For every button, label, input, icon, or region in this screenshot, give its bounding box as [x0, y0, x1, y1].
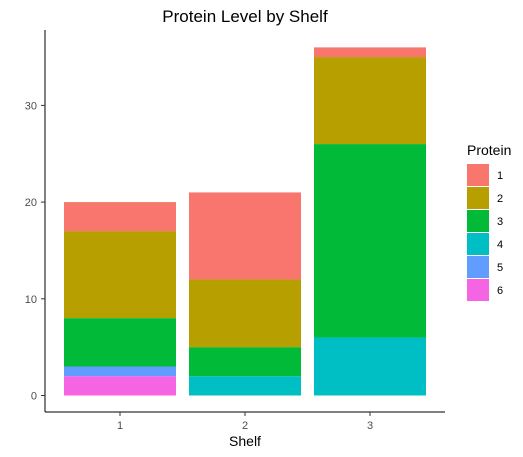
legend-label-1: 1: [497, 170, 503, 182]
x-tick-label: 1: [117, 420, 123, 432]
legend-label-2: 2: [497, 193, 503, 205]
bar-shelf-1-protein-5: [64, 366, 176, 377]
legend-swatch-5: [467, 256, 489, 278]
bar-shelf-1-protein-6: [64, 376, 176, 396]
legend-swatch-3: [467, 210, 489, 232]
y-ticks: 0 10 20 30: [25, 100, 45, 403]
y-tick-label: 20: [25, 197, 37, 209]
y-tick-label: 10: [25, 294, 37, 306]
bar-shelf-3-protein-4: [314, 337, 426, 396]
legend-title: Protein: [467, 142, 511, 158]
bar-shelf-3-protein-3: [314, 144, 426, 338]
bar-shelf-1-protein-1: [64, 202, 176, 232]
bar-shelf-1-protein-2: [64, 231, 176, 319]
x-ticks: 1 2 3: [117, 412, 373, 432]
bar-shelf-2-protein-1: [189, 192, 301, 280]
bar-shelf-3-protein-2: [314, 57, 426, 145]
chart-title: Protein Level by Shelf: [162, 7, 328, 26]
bar-shelf-1-protein-3: [64, 318, 176, 367]
legend-label-4: 4: [497, 239, 503, 251]
legend-swatch-4: [467, 233, 489, 255]
legend-label-6: 6: [497, 285, 503, 297]
legend-swatch-1: [467, 164, 489, 186]
legend-swatch-6: [467, 279, 489, 301]
legend: 1 2 3 4 5 6: [467, 164, 503, 301]
bar-shelf-2-protein-4: [189, 376, 301, 396]
legend-swatch-2: [467, 187, 489, 209]
bar-shelf-2-protein-2: [189, 279, 301, 348]
y-tick-label: 0: [31, 391, 37, 403]
y-tick-label: 30: [25, 100, 37, 112]
legend-label-5: 5: [497, 262, 503, 274]
bars-layer: [64, 47, 426, 396]
legend-label-3: 3: [497, 216, 503, 228]
bar-shelf-3-protein-1: [314, 47, 426, 58]
bar-shelf-2-protein-3: [189, 347, 301, 377]
x-tick-label: 2: [242, 420, 248, 432]
x-axis-title: Shelf: [229, 433, 261, 449]
x-tick-label: 3: [367, 420, 373, 432]
